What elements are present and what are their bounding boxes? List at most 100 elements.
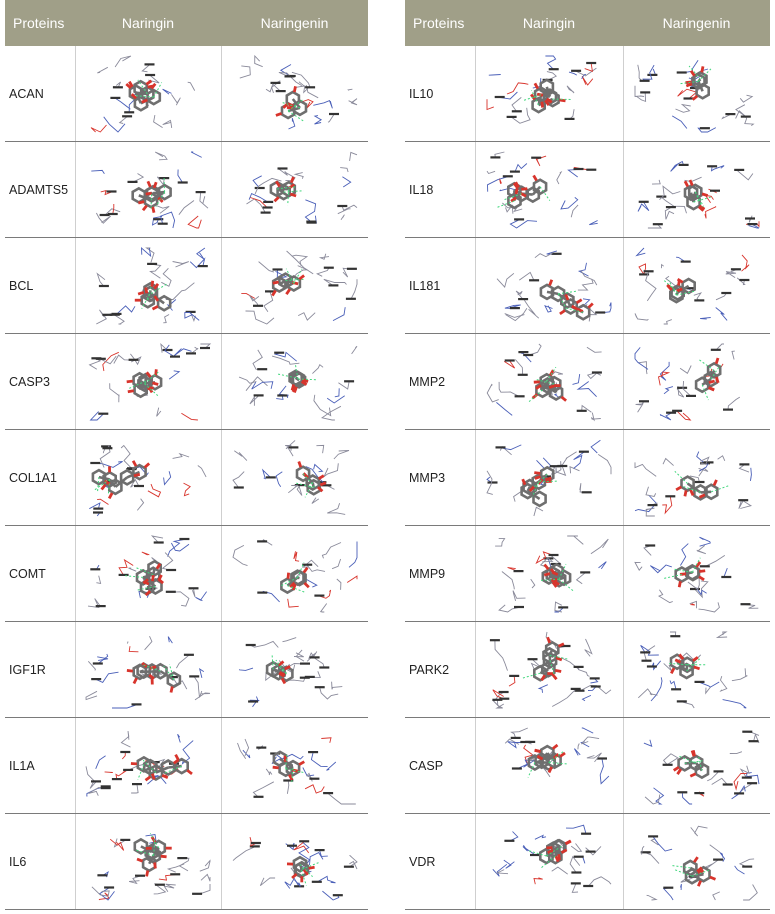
protein-name: ADAMTS5 xyxy=(5,141,76,238)
naringenin-docking-cell xyxy=(623,813,771,910)
protein-name: CASP3 xyxy=(5,333,76,430)
table-row: ACAN xyxy=(5,46,368,142)
table-row: CASP3 xyxy=(5,333,369,430)
protein-name: IGF1R xyxy=(5,621,76,718)
header-naringin: Naringin xyxy=(75,0,221,46)
naringenin-docking-image xyxy=(624,725,771,807)
naringin-docking-image xyxy=(76,149,221,231)
table-row: MMP9 xyxy=(405,525,771,622)
table-row: IGF1R xyxy=(5,621,369,718)
naringin-docking-image xyxy=(476,725,623,807)
naringin-docking-image xyxy=(76,629,221,711)
header-proteins: Proteins xyxy=(405,0,475,46)
naringin-docking-cell xyxy=(75,46,222,142)
naringenin-docking-image xyxy=(624,437,771,519)
naringenin-docking-cell xyxy=(623,621,771,718)
naringin-docking-image xyxy=(476,341,623,423)
header-proteins: Proteins xyxy=(5,0,75,46)
naringin-docking-image xyxy=(76,53,221,135)
naringenin-docking-image xyxy=(624,53,771,135)
naringin-docking-image xyxy=(76,725,221,807)
table-row: IL6 xyxy=(5,813,368,910)
protein-name: IL18 xyxy=(405,141,476,238)
naringin-docking-cell xyxy=(475,429,624,526)
naringin-docking-cell xyxy=(75,525,222,622)
table-row: IL1A xyxy=(5,717,369,814)
table-row: IL18 xyxy=(405,141,771,238)
table-row: IL181 xyxy=(405,237,771,334)
protein-name: PARK2 xyxy=(405,621,476,718)
naringenin-docking-cell xyxy=(623,525,771,622)
protein-name: IL1A xyxy=(5,717,76,814)
naringenin-docking-image xyxy=(222,341,369,423)
naringin-docking-cell xyxy=(475,237,624,334)
naringenin-docking-cell xyxy=(221,46,368,142)
naringenin-docking-cell xyxy=(623,717,771,814)
protein-name: CASP xyxy=(405,717,476,814)
naringenin-docking-image xyxy=(222,53,369,135)
naringenin-docking-image xyxy=(222,629,369,711)
naringin-docking-image xyxy=(76,821,221,903)
naringenin-docking-cell xyxy=(623,141,771,238)
table-row: IL10 xyxy=(405,46,770,142)
naringin-docking-cell xyxy=(475,621,624,718)
left-table-panel: Proteins Naringin Naringenin ACAN ADAMTS5… xyxy=(5,0,368,910)
protein-name: MMP3 xyxy=(405,429,476,526)
naringin-docking-image xyxy=(76,437,221,519)
naringin-docking-image xyxy=(476,533,623,615)
naringenin-docking-image xyxy=(222,725,369,807)
naringenin-docking-image xyxy=(222,533,369,615)
protein-name: COL1A1 xyxy=(5,429,76,526)
naringenin-docking-image xyxy=(624,629,771,711)
naringin-docking-image xyxy=(476,629,623,711)
naringenin-docking-cell xyxy=(221,333,369,430)
naringin-docking-cell xyxy=(475,141,624,238)
naringenin-docking-cell xyxy=(221,429,369,526)
naringin-docking-image xyxy=(76,533,221,615)
table-row: COL1A1 xyxy=(5,429,369,526)
protein-name: ACAN xyxy=(5,46,76,142)
naringenin-docking-image xyxy=(222,149,369,231)
naringenin-docking-cell xyxy=(623,237,771,334)
naringin-docking-image xyxy=(76,245,221,327)
protein-name: IL181 xyxy=(405,237,476,334)
naringenin-docking-image xyxy=(222,245,369,327)
protein-name: VDR xyxy=(405,813,476,910)
docking-table-right: Proteins Naringin Naringenin IL10 IL18 IL1… xyxy=(405,0,770,910)
table-row: MMP2 xyxy=(405,333,771,430)
naringin-docking-image xyxy=(476,53,623,135)
naringenin-docking-image xyxy=(624,341,771,423)
naringin-docking-image xyxy=(476,437,623,519)
header-naringin: Naringin xyxy=(475,0,623,46)
naringin-docking-cell xyxy=(75,621,222,718)
naringenin-docking-cell xyxy=(623,46,770,142)
table-row: BCL xyxy=(5,237,369,334)
naringin-docking-cell xyxy=(475,717,624,814)
naringenin-docking-cell xyxy=(623,333,771,430)
naringenin-docking-image xyxy=(222,437,369,519)
header-naringenin: Naringenin xyxy=(623,0,770,46)
naringin-docking-cell xyxy=(75,813,222,910)
naringin-docking-image xyxy=(476,245,623,327)
table-row: PARK2 xyxy=(405,621,771,718)
naringenin-docking-cell xyxy=(221,525,369,622)
docking-table-left: Proteins Naringin Naringenin ACAN ADAMTS5… xyxy=(5,0,368,910)
naringin-docking-cell xyxy=(475,46,624,142)
naringenin-docking-image xyxy=(624,821,771,903)
naringenin-docking-cell xyxy=(623,429,771,526)
table-row: CASP xyxy=(405,717,771,814)
naringin-docking-cell xyxy=(75,717,222,814)
protein-name: MMP2 xyxy=(405,333,476,430)
naringin-docking-image xyxy=(476,821,623,903)
protein-name: IL6 xyxy=(5,813,76,910)
naringenin-docking-image xyxy=(624,533,771,615)
protein-name: COMT xyxy=(5,525,76,622)
naringin-docking-cell xyxy=(75,237,222,334)
naringenin-docking-image xyxy=(624,149,771,231)
naringenin-docking-image xyxy=(624,245,771,327)
protein-name: BCL xyxy=(5,237,76,334)
naringin-docking-cell xyxy=(475,813,624,910)
naringin-docking-cell xyxy=(75,429,222,526)
protein-name: MMP9 xyxy=(405,525,476,622)
table-row: COMT xyxy=(5,525,369,622)
